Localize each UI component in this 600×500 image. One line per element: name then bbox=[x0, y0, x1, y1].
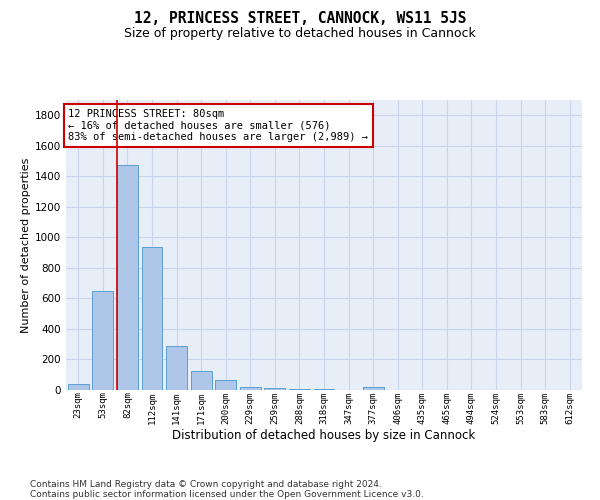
Bar bbox=[215, 380, 236, 390]
Text: Contains HM Land Registry data © Crown copyright and database right 2024.
Contai: Contains HM Land Registry data © Crown c… bbox=[30, 480, 424, 499]
Bar bbox=[142, 247, 163, 390]
Text: Size of property relative to detached houses in Cannock: Size of property relative to detached ho… bbox=[124, 28, 476, 40]
Bar bbox=[191, 370, 212, 390]
Y-axis label: Number of detached properties: Number of detached properties bbox=[21, 158, 31, 332]
Bar bbox=[68, 384, 89, 390]
Bar bbox=[240, 386, 261, 390]
Bar bbox=[289, 389, 310, 390]
Text: 12, PRINCESS STREET, CANNOCK, WS11 5JS: 12, PRINCESS STREET, CANNOCK, WS11 5JS bbox=[134, 11, 466, 26]
Bar bbox=[117, 164, 138, 390]
Bar bbox=[362, 386, 383, 390]
Bar bbox=[92, 291, 113, 390]
Text: 12 PRINCESS STREET: 80sqm
← 16% of detached houses are smaller (576)
83% of semi: 12 PRINCESS STREET: 80sqm ← 16% of detac… bbox=[68, 109, 368, 142]
Bar bbox=[166, 346, 187, 390]
Bar bbox=[314, 389, 334, 390]
Bar bbox=[265, 388, 286, 390]
X-axis label: Distribution of detached houses by size in Cannock: Distribution of detached houses by size … bbox=[172, 429, 476, 442]
